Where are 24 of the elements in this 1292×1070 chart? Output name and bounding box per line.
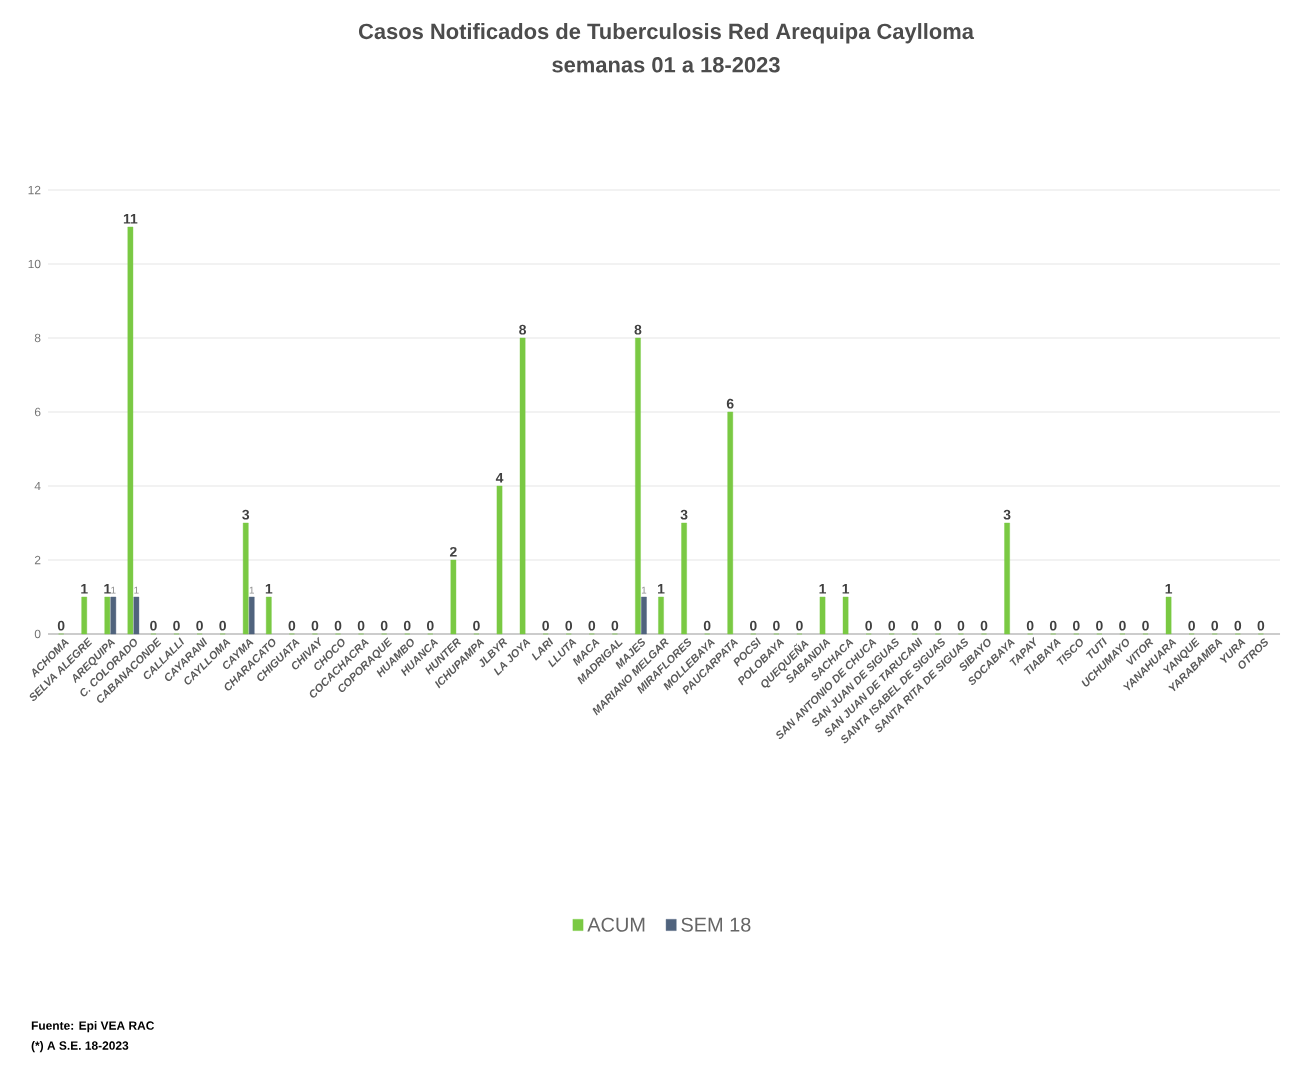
bar (266, 596, 272, 635)
bar (110, 596, 117, 635)
bar (1004, 522, 1010, 635)
bar (127, 226, 134, 635)
legend-label: ACUM (587, 917, 645, 932)
legend-label: SEM 18 (681, 917, 751, 932)
bar (819, 596, 826, 635)
bar (727, 411, 734, 635)
bar (450, 559, 457, 635)
bar (635, 337, 641, 635)
bar (519, 337, 526, 635)
bar (641, 596, 647, 635)
bar (104, 596, 111, 635)
bar (242, 522, 249, 635)
bar (248, 596, 255, 635)
bar (842, 596, 849, 635)
bar (1165, 596, 1172, 635)
bar (681, 522, 687, 635)
bar (658, 596, 664, 635)
chart-title: Casos Notificados de Tuberculosis Red Arequipa Caylloma (358, 23, 975, 44)
bar (81, 596, 88, 635)
bar (133, 596, 140, 635)
bar (496, 485, 503, 635)
chart-subtitle: semanas 01 a 18-2023 (552, 57, 780, 73)
